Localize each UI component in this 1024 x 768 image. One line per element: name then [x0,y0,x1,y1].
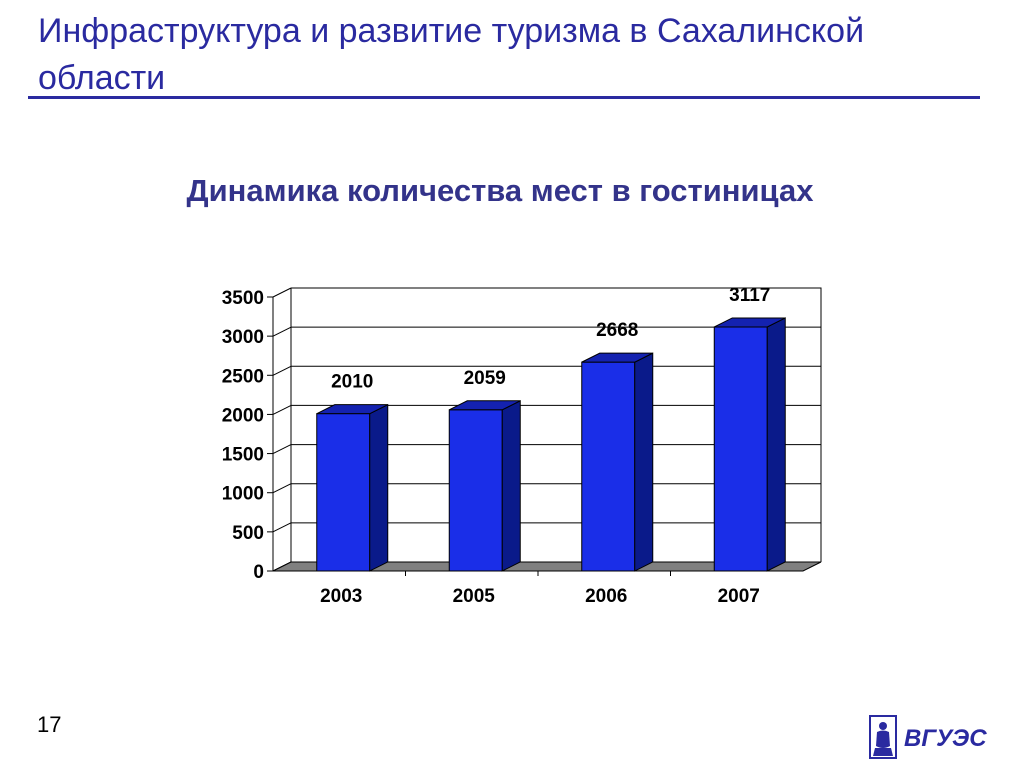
y-tick-label: 0 [253,562,264,583]
page-number: 17 [37,712,62,737]
vgues-logo: ВГУЭС [869,715,987,759]
x-tick-label: 2006 [585,586,627,607]
y-tick-label: 2000 [222,405,264,426]
slide-title: Инфраструктура и развитие туризма в Саха… [38,12,865,97]
side-wall-gridline [272,326,292,337]
side-wall-gridline [272,287,292,298]
side-wall-gridline [272,365,292,376]
data-label: 2668 [596,320,638,341]
university-emblem-icon [869,715,897,759]
side-wall-gridline [272,444,292,455]
bar-front [581,361,636,572]
bar-2007 [713,317,786,572]
data-label: 3117 [729,285,770,306]
bar-side [634,352,654,572]
bar-front [316,413,371,572]
bar-side [369,403,389,572]
x-tick-labels: 2003 2005 2006 2007 [320,586,760,607]
bar-side [766,317,786,572]
data-labels: 2010 2059 2668 3117 [331,285,770,393]
bar-top [449,400,521,411]
y-tick-label: 1000 [222,484,264,505]
y-tick-label: 3500 [222,288,264,309]
bar-front [448,409,503,572]
side-wall-gridline [272,483,292,494]
chart-title: Динамика количества мест в гостиницах [186,173,814,208]
data-label: 2010 [331,372,373,393]
data-label: 2059 [464,368,506,389]
y-tick-label: 2500 [222,366,264,387]
bar-2006 [581,352,654,572]
title-divider [28,96,980,99]
side-wall-gridline [272,404,292,415]
bar-top [316,404,388,415]
x-tick-label: 2005 [453,586,496,607]
logo-text: ВГУЭС [904,725,987,752]
bar-2005 [448,400,521,572]
bar-side [501,400,521,572]
x-tick-label: 2007 [718,586,760,607]
y-tick-label: 1500 [222,445,264,466]
bar-2003 [316,403,389,572]
bar-top [714,317,786,328]
x-tick-label: 2003 [320,586,362,607]
y-tick-label: 3000 [222,327,264,348]
bar-front [713,326,768,572]
bar-top [581,352,653,363]
y-tick-label: 500 [232,523,264,544]
chart-bars [316,317,786,572]
side-wall-gridline [272,522,292,533]
y-tick-labels: 0 500 1000 1500 2000 2500 3000 3500 [222,288,264,583]
